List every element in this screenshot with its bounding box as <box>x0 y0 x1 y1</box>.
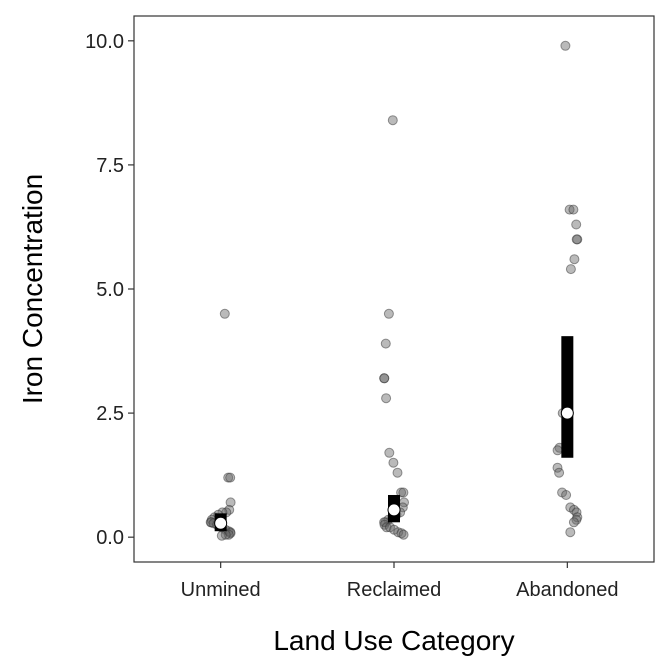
y-tick-label: 5.0 <box>96 279 124 301</box>
data-point <box>560 40 571 51</box>
data-point <box>388 457 399 468</box>
y-tick-label: 2.5 <box>96 403 124 425</box>
interval-bar <box>561 336 574 458</box>
data-point <box>565 527 576 538</box>
x-tick-label: Abandoned <box>516 579 618 601</box>
data-point <box>219 308 230 319</box>
data-point <box>381 522 392 533</box>
data-point <box>384 447 395 458</box>
y-tick-label: 7.5 <box>96 155 124 177</box>
data-point <box>379 373 390 384</box>
data-point <box>383 308 394 319</box>
data-point <box>398 529 409 540</box>
data-point <box>392 467 403 478</box>
data-point <box>216 530 227 541</box>
x-tick-label: Unmined <box>181 579 261 601</box>
data-point <box>398 487 409 498</box>
median-marker <box>560 406 574 420</box>
data-point <box>396 487 407 498</box>
data-point <box>565 264 576 275</box>
data-point <box>387 115 398 126</box>
y-axis: 0.0 2.5 5.0 7.5 10.0 <box>85 31 134 549</box>
data-point <box>568 517 579 528</box>
data-point <box>225 497 236 508</box>
data-point <box>561 490 572 500</box>
data-point <box>571 234 582 245</box>
x-axis: Unmined Reclaimed Abandoned <box>181 562 618 601</box>
data-point <box>225 472 236 483</box>
data-point <box>381 393 392 404</box>
data-point <box>380 338 391 349</box>
y-axis-title: Iron Concentration <box>17 174 48 404</box>
x-axis-title: Land Use Category <box>273 625 514 656</box>
median-marker <box>214 516 228 530</box>
data-point <box>568 204 579 215</box>
y-tick-label: 0.0 <box>96 527 124 549</box>
y-tick-label: 10.0 <box>85 31 124 53</box>
data-point <box>552 445 563 456</box>
panel-border <box>133 15 655 563</box>
data-point <box>554 467 565 478</box>
data-point <box>564 204 575 215</box>
data-point <box>569 254 580 265</box>
x-tick-label: Reclaimed <box>347 579 441 601</box>
median-marker <box>387 503 401 517</box>
summary-markers <box>214 336 574 532</box>
data-point <box>571 219 582 230</box>
